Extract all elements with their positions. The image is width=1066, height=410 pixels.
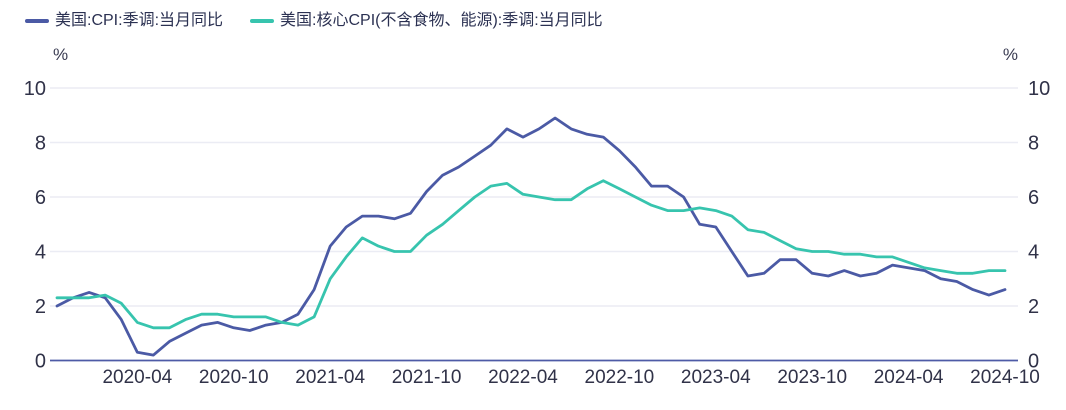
y-axis-tick-right-10: 10 (1028, 78, 1050, 100)
x-axis-tick-2021-04: 2021-04 (295, 367, 365, 388)
y-axis-tick-right-8: 8 (1028, 133, 1039, 155)
legend-swatch (250, 19, 275, 23)
x-axis-tick-2020-04: 2020-04 (102, 367, 172, 388)
x-axis-tick-2024-04: 2024-04 (874, 367, 944, 388)
x-axis-tick-2023-10: 2023-10 (777, 367, 847, 388)
legend-item-1: 美国:核心CPI(不含食物、能源):季调:当月同比 (250, 13, 603, 29)
legend-swatch (25, 19, 49, 23)
x-axis-tick-2021-10: 2021-10 (392, 367, 462, 388)
y-axis-tick-right-4: 4 (1028, 242, 1039, 264)
axis-label-layer: 0 0 2 2 4 4 6 6 8 8 10 10 2020-04 2020-10 2021-04 2021-… (24, 78, 1051, 388)
y-axis-tick-right-2: 2 (1028, 296, 1039, 318)
series-line-core-cpi (55, 179, 1007, 330)
y-axis-tick-left-8: 8 (35, 133, 46, 155)
y-axis-tick-left-6: 6 (35, 187, 46, 209)
y-axis-tick-left-4: 4 (35, 242, 46, 264)
y-axis-tick-right-0: 0 (1028, 351, 1039, 373)
legend-item-0: 美国:CPI:季调:当月同比 (25, 13, 223, 29)
y-axis-tick-right-6: 6 (1028, 187, 1039, 209)
y-axis-tick-left-2: 2 (35, 296, 46, 318)
y-axis-unit-left: % (53, 45, 68, 64)
x-axis-tick-2020-10: 2020-10 (199, 367, 269, 388)
x-axis-tick-2024-10: 2024-10 (970, 367, 1040, 388)
chart-legend: 美国:CPI:季调:当月同比 美国:核心CPI(不含食物、能源):季调:当月同比 (25, 13, 603, 29)
series-layer (55, 116, 1007, 357)
y-axis-tick-left-0: 0 (35, 351, 46, 373)
y-axis-unit-right: % (1003, 45, 1018, 64)
x-axis-tick-2022-04: 2022-04 (488, 367, 558, 388)
series-line-cpi (55, 116, 1007, 357)
grid-layer (50, 87, 1018, 362)
x-axis-tick-2022-10: 2022-10 (585, 367, 655, 388)
legend-item-label: 美国:核心CPI(不含食物、能源):季调:当月同比 (280, 12, 603, 29)
legend-item-label: 美国:CPI:季调:当月同比 (55, 12, 224, 29)
y-axis-tick-left-10: 10 (24, 78, 46, 100)
x-axis-tick-2023-04: 2023-04 (681, 367, 751, 388)
